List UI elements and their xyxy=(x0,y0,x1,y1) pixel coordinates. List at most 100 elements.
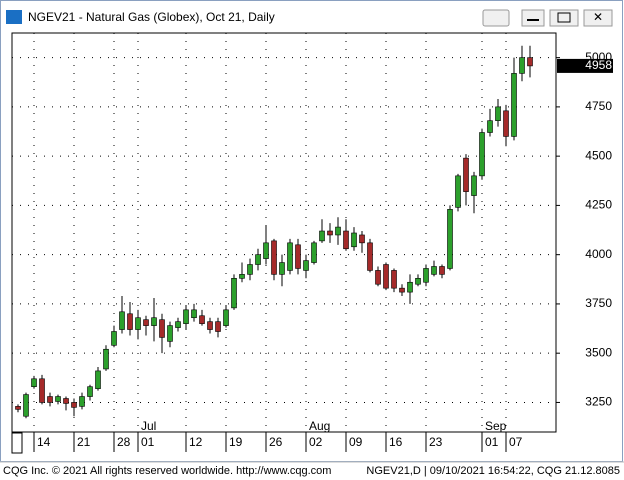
candle-body xyxy=(39,378,45,403)
candle-body xyxy=(95,370,101,389)
x-tick-label: 14 xyxy=(37,435,51,449)
app-icon xyxy=(6,10,22,24)
candle-body xyxy=(335,226,341,236)
close-button[interactable] xyxy=(583,9,613,27)
last-price-label: 4958 xyxy=(585,58,612,72)
footer-left: CQG Inc. © 2021 All rights reserved worl… xyxy=(3,465,331,477)
candle-body xyxy=(15,406,21,410)
candle-body xyxy=(479,132,485,177)
x-tick-label: 28 xyxy=(117,435,131,449)
y-tick-label: 3250 xyxy=(585,395,612,409)
x-tick-label: 09 xyxy=(349,435,363,449)
candle-body xyxy=(423,268,429,283)
candle-body xyxy=(399,287,405,293)
candle-body xyxy=(119,311,125,330)
candle-body xyxy=(439,266,445,275)
candle-body xyxy=(215,321,221,332)
candle-body xyxy=(231,278,237,309)
window-title: NGEV21 - Natural Gas (Globex), Oct 21, D… xyxy=(28,10,275,24)
month-label: Jul xyxy=(141,419,156,433)
last-price-box xyxy=(557,58,613,73)
candle-body xyxy=(263,242,269,259)
candle-body xyxy=(319,230,325,242)
candle-body xyxy=(207,321,213,330)
candle-body xyxy=(495,106,501,121)
candle-body xyxy=(79,396,85,407)
candle-body xyxy=(191,309,197,319)
candle-body xyxy=(183,309,189,324)
candle-body xyxy=(135,317,141,330)
candle-body xyxy=(407,281,413,293)
candle-body xyxy=(359,234,365,244)
candle-body xyxy=(367,242,373,271)
candle-body xyxy=(431,266,437,275)
maximize-button[interactable] xyxy=(549,9,579,27)
x-tick-label: 07 xyxy=(509,435,523,449)
candle-body xyxy=(519,57,525,74)
candle-body xyxy=(447,209,453,269)
candle-body xyxy=(511,73,517,137)
candle-body xyxy=(167,325,173,342)
month-label: Aug xyxy=(309,419,330,433)
y-tick-label: 4000 xyxy=(585,247,612,261)
candle-body xyxy=(55,396,61,402)
candle-body xyxy=(383,264,389,289)
candle-body xyxy=(47,396,53,403)
candle-body xyxy=(127,313,133,330)
candle-body xyxy=(471,175,477,196)
candle-body xyxy=(103,348,109,370)
candle-body xyxy=(151,317,157,326)
candle-body xyxy=(111,331,117,346)
y-tick-label: 4500 xyxy=(585,148,612,162)
x-tick-label: 12 xyxy=(189,435,203,449)
candle-body xyxy=(71,402,77,408)
candle-body xyxy=(223,309,229,326)
x-tick-label: 01 xyxy=(485,435,499,449)
scroll-box[interactable] xyxy=(11,432,23,454)
y-tick-label: 4750 xyxy=(585,99,612,113)
candle-body xyxy=(63,398,69,404)
candle-body xyxy=(23,394,29,417)
candle-body xyxy=(503,110,509,137)
candle-body xyxy=(247,264,253,275)
y-tick-label: 3500 xyxy=(585,345,612,359)
close-icon: ✕ xyxy=(593,10,603,24)
y-tick-label: 3750 xyxy=(585,296,612,310)
minimize-button[interactable] xyxy=(521,9,545,27)
x-tick-label: 23 xyxy=(429,435,443,449)
candle-body xyxy=(343,230,349,250)
candle-body xyxy=(415,278,421,285)
link-button[interactable] xyxy=(482,9,510,27)
candle-body xyxy=(271,240,277,275)
candle-body xyxy=(351,232,357,248)
candle-body xyxy=(159,319,165,338)
candle-body xyxy=(143,319,149,326)
candle-body xyxy=(527,57,533,67)
candle-body xyxy=(303,260,309,271)
x-tick-label: 01 xyxy=(141,435,155,449)
x-tick-label: 02 xyxy=(309,435,323,449)
x-tick-label: 19 xyxy=(229,435,243,449)
candle-body xyxy=(463,157,469,192)
x-tick-label: 16 xyxy=(389,435,403,449)
month-label: Sep xyxy=(485,419,507,433)
candle-body xyxy=(199,315,205,324)
candle-body xyxy=(327,230,333,236)
candle-body xyxy=(175,321,181,328)
candle-body xyxy=(279,262,285,275)
candle-body xyxy=(295,244,301,269)
candle-body xyxy=(391,270,397,289)
candle-body xyxy=(31,378,37,387)
candle-body xyxy=(255,254,261,265)
plot-area xyxy=(11,32,557,433)
candle-body xyxy=(375,270,381,285)
x-tick-label: 26 xyxy=(269,435,283,449)
y-tick-label: 4250 xyxy=(585,198,612,212)
candle-body xyxy=(311,242,317,263)
candle-body xyxy=(287,242,293,271)
footer-right: NGEV21,D | 09/10/2021 16:54:22, CQG 21.1… xyxy=(366,465,620,477)
maximize-icon xyxy=(557,12,571,23)
candle-body xyxy=(487,120,493,133)
